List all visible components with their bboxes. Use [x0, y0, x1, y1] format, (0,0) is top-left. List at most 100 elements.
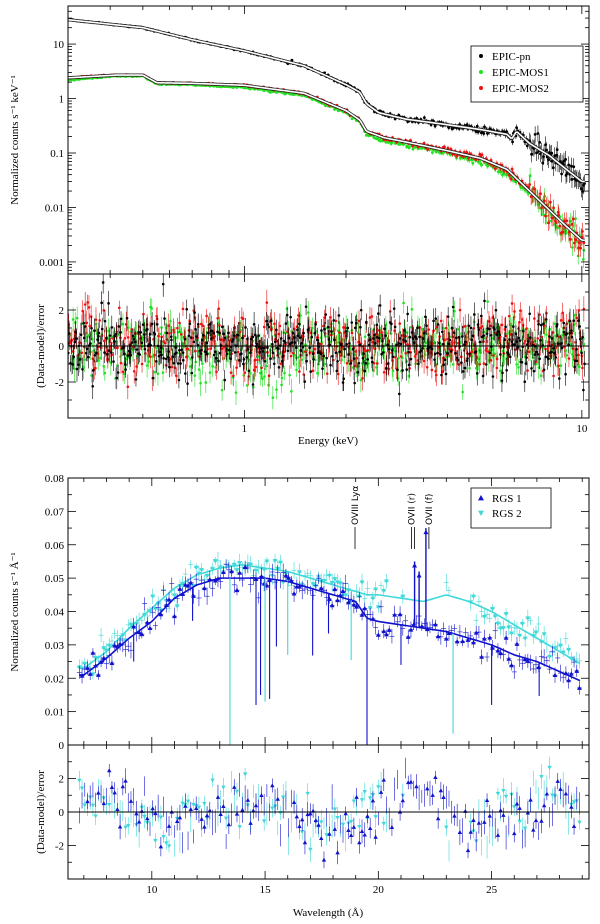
epic-residual-point: [193, 374, 197, 377]
epic-residual-point: [371, 340, 374, 344]
epic-residual-point: [216, 330, 219, 334]
epic-residual-point: [196, 322, 200, 326]
epic-residual-point: [533, 317, 536, 320]
epic-residual-point: [399, 355, 403, 358]
epic-residual-point: [527, 350, 531, 354]
epic-residual-point: [295, 368, 298, 372]
epic-residual-point: [249, 337, 253, 341]
epic-residual-point: [184, 355, 188, 359]
epic-residual-point: [273, 322, 276, 326]
epic-residual-point: [174, 346, 177, 349]
epic-residual-point: [94, 366, 97, 370]
epic-residual-point: [297, 356, 300, 359]
epic-residual-point: [119, 331, 122, 334]
epic-residual-point: [83, 325, 87, 328]
epic-residual-point: [213, 350, 217, 354]
epic-point: [542, 199, 546, 203]
epic-residual-point: [123, 337, 127, 340]
epic-residual-point: [279, 337, 283, 340]
epic-residual-point: [255, 342, 259, 346]
epic-residual-point: [163, 317, 166, 320]
epic-residual-point: [106, 353, 109, 356]
epic-residual-point: [577, 353, 580, 357]
epic-residual-point: [97, 334, 100, 338]
epic-residual-point: [178, 321, 181, 325]
epic-residual-point: [538, 313, 541, 316]
epic-residual-point: [435, 325, 439, 329]
epic-residual-point: [391, 359, 394, 362]
epic-point: [443, 145, 446, 149]
epic-residual-point: [252, 323, 256, 326]
epic-point: [577, 241, 581, 245]
epic-residual-point: [334, 319, 338, 323]
epic-residual-point: [580, 354, 584, 358]
epic-residual-point: [81, 367, 84, 371]
epic-residual-point: [458, 308, 462, 312]
epic-residual-point: [323, 316, 326, 319]
epic-residual-point: [522, 342, 526, 345]
epic-point: [536, 132, 540, 135]
epic-residual-point: [393, 329, 396, 333]
epic-residual-point: [225, 347, 228, 351]
epic-residual-point: [173, 366, 177, 370]
epic-residual-point: [272, 362, 276, 366]
epic-point: [482, 132, 486, 135]
epic-residual-point: [222, 332, 226, 336]
epic-residual-point: [217, 359, 220, 363]
epic-residual-point: [180, 348, 184, 352]
epic-residual-point: [199, 322, 203, 326]
epic-point: [407, 145, 411, 149]
epic-residual-point: [243, 371, 247, 374]
epic-residual-point: [524, 339, 527, 343]
epic-point: [550, 159, 554, 163]
epic-residual-point: [456, 327, 460, 331]
epic-residual-point: [150, 322, 154, 326]
epic-residual-point: [410, 308, 414, 311]
epic-residual-point: [345, 361, 349, 365]
epic-residual-point: [336, 372, 340, 376]
epic-residual-point: [504, 334, 508, 338]
epic-residual-point: [71, 318, 75, 321]
epic-residual-point: [222, 357, 225, 360]
epic-residual-point: [453, 341, 456, 344]
epic-point: [480, 163, 484, 167]
epic-residual-point: [154, 359, 158, 363]
epic-residual-point: [172, 361, 176, 365]
epic-point: [486, 132, 489, 135]
epic-residual-point: [82, 321, 85, 325]
epic-residual-point: [311, 369, 315, 372]
epic-residual-point: [185, 307, 189, 311]
epic-residual-point: [68, 332, 71, 335]
epic-residual-point: [132, 370, 136, 373]
epic-residual-point: [339, 354, 343, 357]
epic-residual-point: [190, 371, 194, 375]
epic-residual-point: [205, 352, 209, 356]
epic-point: [426, 148, 429, 151]
epic-point: [499, 170, 503, 174]
epic-residual-point: [154, 346, 158, 350]
epic-residual-point: [177, 378, 181, 382]
epic-residual-point: [161, 282, 165, 286]
epic-residual-point: [135, 365, 138, 368]
epic-residual-point: [246, 347, 250, 351]
epic-point: [561, 230, 565, 234]
epic-residual-point: [269, 319, 273, 322]
epic-residual-point: [87, 306, 91, 309]
epic-residual-point: [260, 366, 263, 370]
epic-residual-point: [275, 328, 278, 332]
epic-residual-point: [301, 346, 305, 349]
epic-residual-point: [193, 316, 197, 319]
epic-residual-point: [95, 351, 98, 355]
epic-residual-point: [422, 359, 426, 363]
epic-point: [574, 238, 577, 241]
epic-residual-point: [78, 358, 82, 361]
epic-residual-point: [187, 334, 191, 338]
epic-residual-point: [110, 351, 113, 354]
epic-residual-point: [559, 364, 563, 367]
epic-residual-point: [134, 378, 138, 381]
epic-residual-point: [194, 349, 197, 353]
epic-residual-point: [242, 334, 246, 338]
epic-point: [465, 123, 469, 127]
epic-point: [567, 233, 571, 237]
